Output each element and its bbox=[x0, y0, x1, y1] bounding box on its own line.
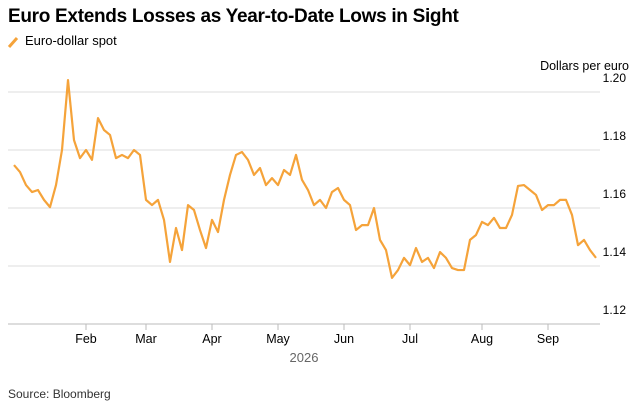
data-line bbox=[13, 79, 597, 279]
y-tick-label: 1.14 bbox=[603, 245, 627, 259]
x-tick-label: Apr bbox=[202, 332, 221, 346]
x-tick-label: Jun bbox=[334, 332, 354, 346]
y-tick-label: 1.12 bbox=[603, 303, 627, 317]
y-tick-label: 1.18 bbox=[603, 129, 627, 143]
x-tick-label: May bbox=[266, 332, 290, 346]
x-tick-label: Aug bbox=[471, 332, 493, 346]
legend-label: Euro-dollar spot bbox=[25, 33, 117, 48]
x-tick-label: Sep bbox=[537, 332, 559, 346]
y-axis-label: Dollars per euro bbox=[540, 59, 629, 73]
y-tick-label: 1.16 bbox=[603, 187, 627, 201]
y-tick-label: 1.20 bbox=[603, 71, 627, 85]
chart-title: Euro Extends Losses as Year-to-Date Lows… bbox=[8, 6, 460, 27]
x-tick-label: Mar bbox=[135, 332, 157, 346]
x-tick-label: Jul bbox=[402, 332, 418, 346]
x-tick-label: Feb bbox=[75, 332, 97, 346]
source: Source: Bloomberg bbox=[8, 387, 111, 401]
x-axis-label: 2026 bbox=[290, 350, 319, 365]
legend-swatch bbox=[7, 37, 19, 48]
